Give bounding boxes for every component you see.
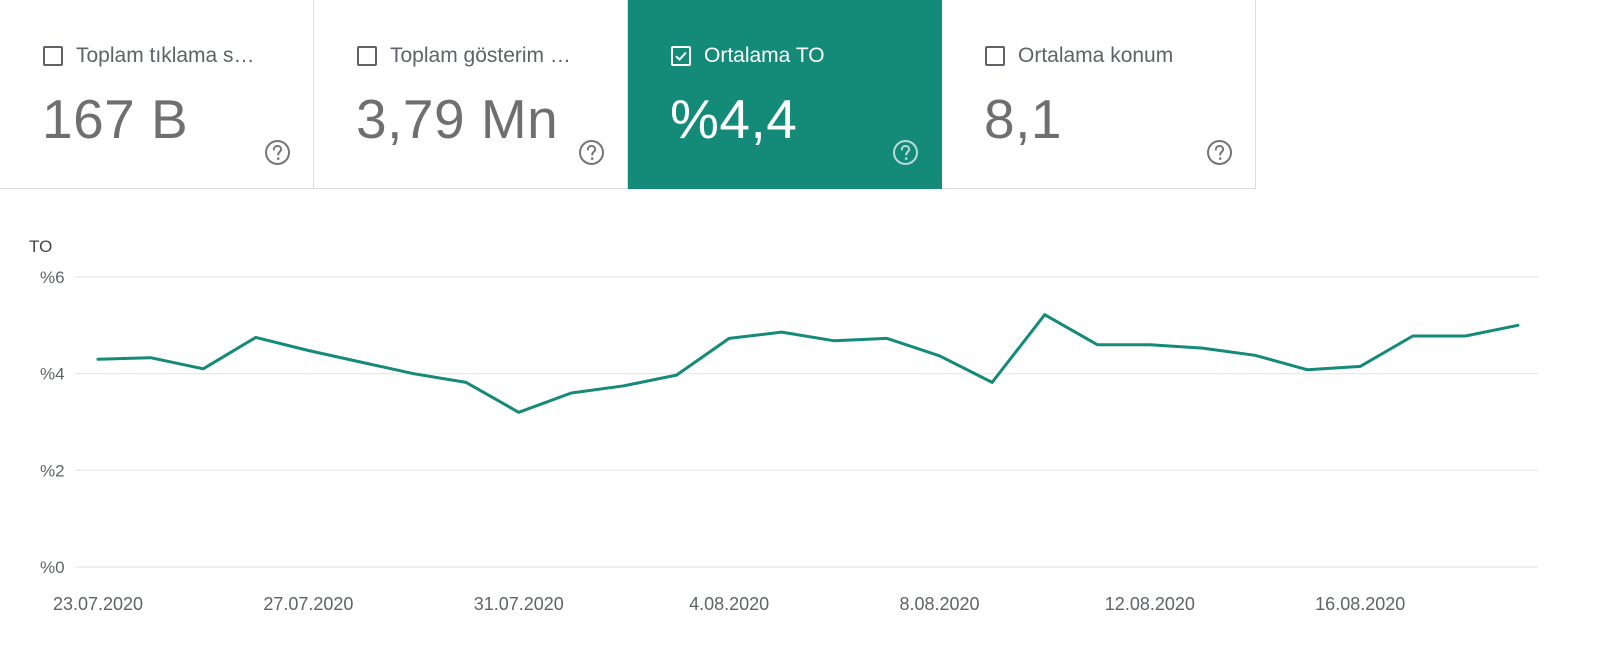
data-point[interactable] [1406,329,1420,343]
data-point[interactable] [1143,338,1157,352]
chart-series [91,308,1525,419]
data-point[interactable] [564,386,578,400]
metric-value: 167 B [42,88,189,150]
metric-label: Toplam tıklama s… [76,44,255,67]
data-point[interactable] [775,325,789,339]
data-point[interactable] [1090,338,1104,352]
metric-card-position[interactable]: Ortalama konum 8,1 [942,0,1256,189]
data-point[interactable] [1195,341,1209,355]
y-tick-label: %2 [40,461,65,480]
data-point[interactable] [459,375,473,389]
data-point[interactable] [1458,329,1472,343]
data-point[interactable] [617,379,631,393]
data-point[interactable] [144,351,158,365]
help-circle-icon[interactable] [264,139,291,166]
data-point[interactable] [670,368,684,382]
data-point[interactable] [1038,308,1052,322]
data-point[interactable] [1511,318,1525,332]
x-tick-label: 27.07.2020 [263,594,353,614]
data-point[interactable] [985,375,999,389]
data-point[interactable] [91,352,105,366]
data-point[interactable] [1248,348,1262,362]
metric-value: %4,4 [670,88,798,150]
metric-cards: Toplam tıklama s… 167 B Toplam gösterim … [0,0,1262,190]
metric-card-header: Toplam tıklama s… [43,44,293,68]
series-line [96,313,1520,414]
checkbox-icon[interactable] [985,46,1005,66]
chart-grid [75,276,1538,568]
checkbox-icon[interactable] [357,46,377,66]
y-axis-label: TO [29,237,52,256]
data-point[interactable] [407,367,421,381]
data-point[interactable] [827,334,841,348]
data-point[interactable] [354,355,368,369]
y-tick-label: %6 [40,268,65,287]
metric-card-impressions[interactable]: Toplam gösterim … 3,79 Mn [314,0,628,189]
data-point[interactable] [1301,363,1315,377]
data-point[interactable] [249,330,263,344]
y-tick-label: %4 [40,365,65,384]
help-circle-icon[interactable] [1206,139,1233,166]
data-point[interactable] [301,343,315,357]
y-tick-label: %0 [40,558,65,577]
help-circle-icon[interactable] [578,139,605,166]
help-circle-icon[interactable] [892,139,919,166]
data-point[interactable] [722,331,736,345]
x-tick-label: 31.07.2020 [474,594,564,614]
metric-label: Toplam gösterim … [390,44,571,67]
data-point[interactable] [932,349,946,363]
data-point[interactable] [196,362,210,376]
metric-card-header: Ortalama konum [985,44,1235,68]
x-tick-label: 4.08.2020 [689,594,769,614]
x-tick-label: 16.08.2020 [1315,594,1405,614]
metric-label: Ortalama TO [704,44,825,67]
metric-card-ctr[interactable]: Ortalama TO %4,4 [628,0,942,189]
data-point[interactable] [880,331,894,345]
metric-value: 3,79 Mn [356,88,559,150]
x-tick-label: 12.08.2020 [1105,594,1195,614]
metric-card-clicks[interactable]: Toplam tıklama s… 167 B [0,0,314,189]
data-point[interactable] [512,405,526,419]
ctr-chart: TO %0 %2 %4 %6 23.07.2020 27.07.2020 31.07.20… [0,190,1600,661]
metric-value: 8,1 [984,88,1062,150]
line-chart: TO %0 %2 %4 %6 23.07.2020 27.07.2020 31.07.20… [29,237,1538,614]
metric-card-header: Ortalama TO [671,44,921,68]
metric-card-header: Toplam gösterim … [357,44,607,68]
data-point[interactable] [1353,359,1367,373]
checkbox-icon[interactable] [43,46,63,66]
x-tick-label: 8.08.2020 [899,594,979,614]
checkbox-checked-icon[interactable] [671,46,691,66]
y-axis-ticks: %0 %2 %4 %6 [40,268,65,577]
x-axis-ticks: 23.07.2020 27.07.2020 31.07.2020 4.08.2020 8… [53,594,1405,614]
x-tick-label: 23.07.2020 [53,594,143,614]
metric-label: Ortalama konum [1018,44,1174,67]
